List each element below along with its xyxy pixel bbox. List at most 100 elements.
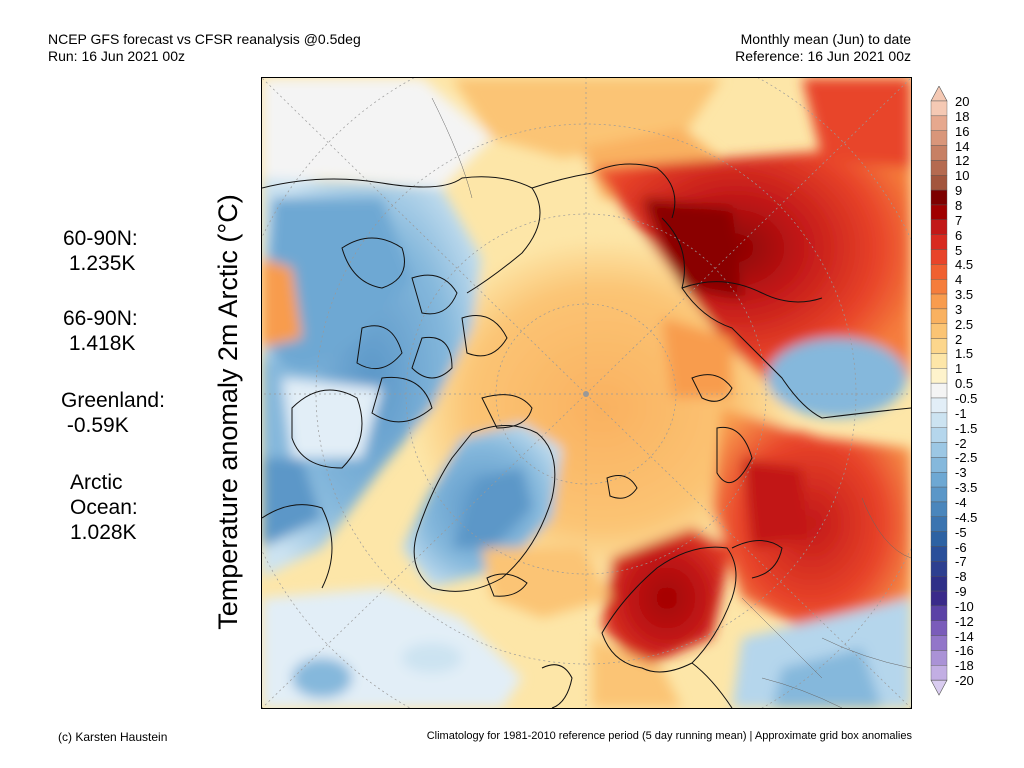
colorbar-swatch [930, 427, 948, 443]
colorbar-swatch [930, 353, 948, 369]
colorbar-tick-label: -5 [955, 524, 967, 540]
borders [431, 97, 911, 708]
colorbar-tick-label: -18 [955, 658, 974, 674]
header-left: NCEP GFS forecast vs CFSR reanalysis @0.… [48, 31, 361, 65]
colorbar-swatch [930, 249, 948, 265]
colorbar-swatch [930, 412, 948, 428]
colorbar-tick-label: 0.5 [955, 376, 974, 392]
colorbar-swatch [930, 605, 948, 621]
colorbar-tick-label: 5 [955, 242, 963, 258]
stat-region: Arctic Ocean: [70, 471, 138, 519]
colorbar-tick-label: -6 [955, 539, 967, 555]
colorbar-swatch [930, 382, 948, 399]
stat-value: -0.59K [66, 414, 129, 437]
colorbar-swatch [930, 130, 948, 146]
colorbar-swatch [930, 635, 948, 651]
colorbar-swatch [930, 189, 948, 206]
stat-greenland: Greenland: -0.59K [61, 388, 165, 438]
colorbar-tick-label: 9 [955, 183, 963, 199]
colorbar-swatch [930, 368, 948, 384]
colorbar-swatch [930, 204, 948, 220]
colorbar-tick-label: -7 [955, 554, 967, 570]
colorbar-swatch [930, 219, 948, 235]
colorbar-swatch [930, 175, 948, 191]
colorbar-tick-label: 2.5 [955, 316, 974, 332]
stat-arctic-ocean: Arctic Ocean: 1.028K [70, 470, 138, 545]
colorbar-tick-label: 4.5 [955, 257, 974, 273]
colorbar-swatch [930, 546, 948, 562]
period-title: Monthly mean (Jun) to date [740, 31, 911, 47]
colorbar-swatch [930, 457, 948, 473]
colorbar-tick-label: -16 [955, 643, 974, 659]
colorbar-boxes [930, 86, 948, 696]
model-title: NCEP GFS forecast vs CFSR reanalysis @0.… [48, 31, 361, 47]
stat-region: 66-90N: [63, 307, 138, 330]
colorbar-swatch [930, 115, 948, 131]
reference-date: Reference: 16 Jun 2021 00z [735, 48, 911, 64]
stat-value: 1.028K [70, 521, 137, 544]
climatology-note: Climatology for 1981-2010 reference peri… [426, 730, 912, 742]
colorbar-swatch [930, 160, 948, 176]
colorbar-tick-label: 3.5 [955, 287, 974, 303]
coastlines [262, 163, 911, 708]
colorbar-tick-label: 14 [955, 138, 970, 154]
colorbar-tick-label: 6 [955, 227, 963, 243]
colorbar-tick-label: -0.5 [955, 391, 978, 406]
stat-value: 1.235K [68, 252, 136, 275]
colorbar-tick-label: 18 [955, 108, 970, 124]
stat-66-90n: 66-90N: 1.418K [63, 306, 138, 356]
anomaly-map[interactable] [261, 77, 912, 709]
colorbar-swatch [930, 472, 948, 488]
colorbar-tick-label: -9 [955, 584, 967, 600]
colorbar-max-arrow [930, 86, 948, 102]
colorbar-tick-label: 3 [955, 301, 963, 317]
colorbar-tick-label: 8 [955, 197, 963, 213]
colorbar-tick-label: -12 [955, 613, 974, 629]
colorbar-swatch [930, 338, 948, 354]
colorbar-tick-label: -4.5 [955, 509, 978, 525]
colorbar-swatch [930, 145, 948, 161]
colorbar-tick-label: 4 [955, 272, 963, 288]
colorbar-swatch [930, 590, 948, 607]
colorbar-swatch [930, 650, 948, 666]
colorbar-tick-label: 1.5 [955, 346, 974, 362]
map-axis-label: Temperature anomaly 2m Arctic (°C) [213, 194, 243, 630]
colorbar-tick-label: -2 [955, 435, 967, 451]
colorbar-swatch [930, 100, 948, 117]
colorbar-swatch [930, 308, 948, 324]
colorbar-tick-label: 16 [955, 123, 970, 139]
stat-value: 1.418K [68, 332, 136, 355]
colorbar-swatch [930, 234, 948, 250]
colorbar-tick-label: -2.5 [955, 450, 978, 466]
colorbar-tick-label: 20 [955, 94, 970, 109]
colorbar-swatch [930, 397, 948, 414]
colorbar-tick-label: -10 [955, 598, 974, 614]
colorbar-swatch [930, 620, 948, 636]
colorbar-swatch [930, 576, 948, 592]
north-pole-marker [583, 391, 589, 397]
colorbar-tick-label: 7 [955, 212, 963, 228]
colorbar-tick-label: 1 [955, 361, 963, 377]
colorbar-tick-label: -3 [955, 465, 967, 481]
colorbar-tick-label: 2 [955, 331, 963, 347]
stat-60-90n: 60-90N: 1.235K [63, 226, 138, 276]
colorbar [930, 86, 948, 696]
colorbar-tick-label: -14 [955, 628, 974, 644]
colorbar-min-arrow [930, 679, 948, 696]
graticule [262, 78, 911, 708]
colorbar-swatch [930, 293, 948, 310]
stat-region: 60-90N: [63, 227, 138, 250]
stat-region: Greenland: [61, 389, 165, 412]
colorbar-tick-label: -1.5 [955, 420, 978, 436]
colorbar-swatch [930, 501, 948, 518]
anomaly-field [262, 78, 911, 708]
copyright: (c) Karsten Haustein [58, 730, 168, 744]
header-right: Monthly mean (Jun) to date Reference: 16… [735, 31, 911, 65]
map-svg [262, 78, 911, 708]
colorbar-tick-label: -3.5 [955, 480, 978, 496]
colorbar-swatch [930, 516, 948, 532]
colorbar-swatch [930, 486, 948, 503]
colorbar-tick-label: 12 [955, 153, 970, 169]
run-date: Run: 16 Jun 2021 00z [48, 48, 185, 64]
colorbar-swatch [930, 531, 948, 547]
